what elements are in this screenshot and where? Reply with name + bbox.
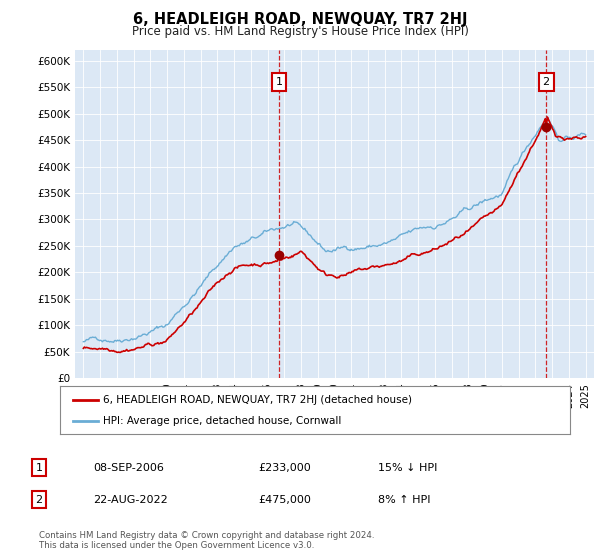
Text: 2: 2 xyxy=(35,494,43,505)
Text: £233,000: £233,000 xyxy=(258,463,311,473)
Text: 1: 1 xyxy=(35,463,43,473)
Text: £475,000: £475,000 xyxy=(258,494,311,505)
Text: HPI: Average price, detached house, Cornwall: HPI: Average price, detached house, Corn… xyxy=(103,416,342,426)
Text: 6, HEADLEIGH ROAD, NEWQUAY, TR7 2HJ (detached house): 6, HEADLEIGH ROAD, NEWQUAY, TR7 2HJ (det… xyxy=(103,395,412,405)
Text: 8% ↑ HPI: 8% ↑ HPI xyxy=(378,494,431,505)
Text: 08-SEP-2006: 08-SEP-2006 xyxy=(93,463,164,473)
Text: 2: 2 xyxy=(542,77,550,87)
Text: 1: 1 xyxy=(275,77,283,87)
Text: Price paid vs. HM Land Registry's House Price Index (HPI): Price paid vs. HM Land Registry's House … xyxy=(131,25,469,38)
Text: Contains HM Land Registry data © Crown copyright and database right 2024.
This d: Contains HM Land Registry data © Crown c… xyxy=(39,531,374,550)
Text: 6, HEADLEIGH ROAD, NEWQUAY, TR7 2HJ: 6, HEADLEIGH ROAD, NEWQUAY, TR7 2HJ xyxy=(133,12,467,27)
Text: 15% ↓ HPI: 15% ↓ HPI xyxy=(378,463,437,473)
Text: 22-AUG-2022: 22-AUG-2022 xyxy=(93,494,168,505)
